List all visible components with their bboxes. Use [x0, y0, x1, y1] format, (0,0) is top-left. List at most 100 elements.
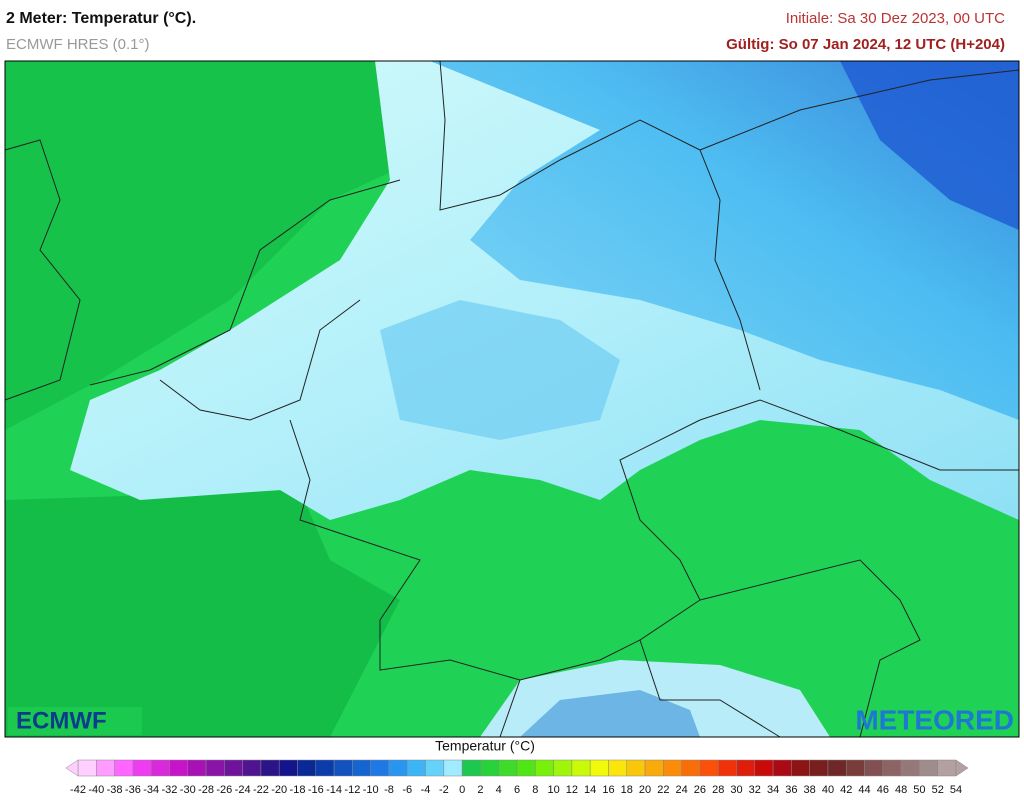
legend-tick-label: 54 [950, 784, 962, 796]
legend-swatch [224, 759, 243, 777]
legend-swatch [644, 759, 664, 777]
legend-tick-label: 42 [840, 784, 852, 796]
legend-tick-label: 36 [785, 784, 797, 796]
legend-tick-label: 46 [877, 784, 889, 796]
legend-tick-label: -30 [180, 784, 196, 796]
init-time: Initiale: Sa 30 Dez 2023, 00 UTC [786, 10, 1005, 27]
legend-tick-label: -34 [143, 784, 159, 796]
legend-swatch [699, 759, 719, 777]
legend-tick-label: -26 [216, 784, 232, 796]
legend-tick-label: 14 [584, 784, 596, 796]
legend-tick-label: 18 [621, 784, 633, 796]
legend-tick-label: 34 [767, 784, 779, 796]
legend-tick-label: 44 [858, 784, 870, 796]
legend-tick-label: 52 [932, 784, 944, 796]
legend-tick-label: 50 [913, 784, 925, 796]
legend-swatch [827, 759, 847, 777]
legend-tick-label: 24 [676, 784, 688, 796]
legend-swatch [516, 759, 536, 777]
legend-swatch [809, 759, 829, 777]
legend-swatch [461, 759, 481, 777]
legend-tick-label: -6 [402, 784, 412, 796]
legend-swatch [333, 759, 353, 777]
legend-tick-label: -40 [88, 784, 104, 796]
meteored-logo: METEORED [855, 704, 1014, 735]
legend-tick-label: -2 [439, 784, 449, 796]
legend-swatch [278, 759, 298, 777]
legend-swatch [882, 759, 902, 777]
legend-tick-label: -36 [125, 784, 141, 796]
legend-tick-label: 20 [639, 784, 651, 796]
legend-swatch [480, 759, 499, 777]
legend-tick-label: -14 [326, 784, 342, 796]
legend-tick-label: 28 [712, 784, 724, 796]
legend-arrow-high [955, 759, 969, 777]
legend-swatch [498, 759, 518, 777]
legend-swatch [260, 759, 280, 777]
legend-tick-label: -4 [421, 784, 431, 796]
legend-tick-label: 48 [895, 784, 907, 796]
ecmwf-logo: ECMWF [16, 707, 107, 734]
legend-swatch [187, 759, 207, 777]
legend-swatch [663, 759, 682, 777]
legend-tick-label: 12 [566, 784, 578, 796]
legend-swatch [754, 759, 774, 777]
legend-swatch [425, 759, 445, 777]
legend-swatch [114, 759, 134, 777]
legend-tick-label: -42 [70, 784, 86, 796]
legend-tick-label: -10 [363, 784, 379, 796]
legend-swatch [589, 759, 609, 777]
legend-swatch [370, 759, 390, 777]
legend-swatch [169, 759, 188, 777]
legend-swatch [315, 759, 335, 777]
legend-swatch [900, 759, 920, 777]
legend-tick-label: 16 [602, 784, 614, 796]
legend-swatch [297, 759, 317, 777]
legend-tick-label: 0 [459, 784, 465, 796]
legend-swatch [205, 759, 225, 777]
legend-swatch [864, 759, 884, 777]
legend-swatch [772, 759, 792, 777]
legend-arrow-low [65, 759, 79, 777]
model: ECMWF HRES (0.1°) [6, 36, 150, 53]
legend-swatch [608, 759, 627, 777]
legend-tick-label: 4 [496, 784, 502, 796]
legend-tick-label: 2 [477, 784, 483, 796]
legend: -42 -40 -38 -36 -34 -32 -30 -28 -26 -24 -22 -20 -18-… [65, 759, 969, 796]
legend-tick-label: -12 [344, 784, 360, 796]
legend-tick-label: -22 [253, 784, 269, 796]
legend-tick-label: 6 [514, 784, 520, 796]
legend-swatch [681, 759, 701, 777]
legend-swatch [626, 759, 646, 777]
legend-tick-label: 10 [547, 784, 559, 796]
legend-tick-label: -32 [162, 784, 178, 796]
legend-tick-label: 8 [532, 784, 538, 796]
legend-title: Temperatur (°C) [435, 738, 535, 754]
legend-tick-label: 26 [694, 784, 706, 796]
legend-swatch [571, 759, 591, 777]
legend-swatch [846, 759, 865, 777]
legend-tick-label: -18 [290, 784, 306, 796]
legend-tick-label: 38 [804, 784, 816, 796]
legend-swatch [937, 759, 957, 777]
legend-swatch [96, 759, 115, 777]
legend-swatch [736, 759, 756, 777]
legend-swatch [407, 759, 426, 777]
title: 2 Meter: Temperatur (°C). [6, 10, 196, 27]
legend-tick-label: -24 [235, 784, 251, 796]
legend-swatch [791, 759, 810, 777]
legend-swatch [919, 759, 938, 777]
legend-swatch [443, 759, 463, 777]
legend-tick-label: 40 [822, 784, 834, 796]
legend-tick-label: -28 [198, 784, 214, 796]
legend-swatch [535, 759, 554, 777]
legend-tick-label: -20 [271, 784, 287, 796]
legend-tick-label: -8 [384, 784, 394, 796]
legend-swatch [242, 759, 262, 777]
legend-tick-label: 30 [730, 784, 742, 796]
legend-tick-label: 22 [657, 784, 669, 796]
legend-tick-label: -38 [107, 784, 123, 796]
legend-swatch [553, 759, 573, 777]
